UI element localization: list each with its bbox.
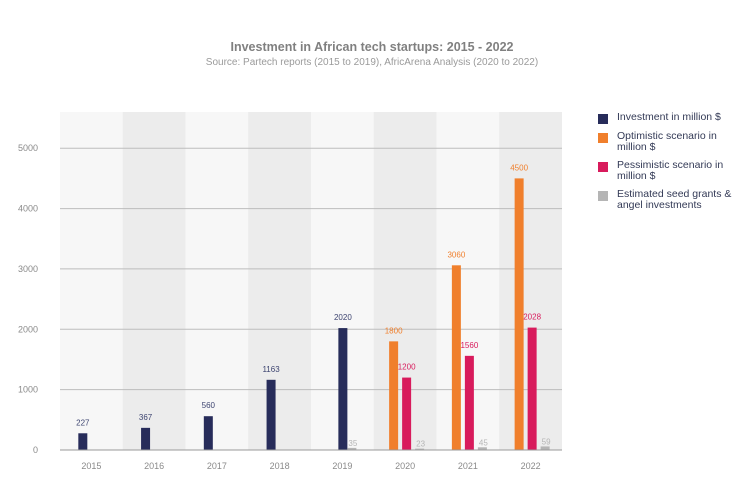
x-tick-label: 2015: [81, 461, 101, 471]
legend-swatch: [598, 114, 608, 124]
data-label: 1163: [262, 365, 280, 374]
data-label: 367: [139, 413, 153, 422]
y-tick-label: 0: [33, 445, 38, 455]
column-band: [122, 112, 186, 450]
bar-2017-series-0: [203, 416, 213, 450]
data-label: 3060: [447, 250, 465, 259]
data-label: 1560: [460, 341, 478, 350]
x-tick-label: 2022: [521, 461, 541, 471]
y-tick-label: 1000: [18, 385, 38, 395]
data-label: 45: [479, 438, 488, 447]
bar-2016-series-0: [141, 427, 151, 450]
legend-item: Estimated seed grants & angel investment…: [598, 189, 738, 211]
y-tick-label: 2000: [18, 324, 38, 334]
legend-swatch: [598, 162, 608, 172]
bar-2020-series-2: [402, 377, 412, 450]
data-label: 35: [348, 439, 357, 448]
data-label: 227: [76, 418, 90, 427]
x-tick-label: 2019: [332, 461, 352, 471]
x-tick-label: 2020: [395, 461, 415, 471]
bar-2020-series-3: [415, 448, 425, 450]
data-label: 1800: [385, 326, 403, 335]
bar-2022-series-1: [514, 178, 524, 450]
bar-2021-series-3: [477, 447, 487, 450]
bar-2022-series-2: [527, 327, 537, 450]
x-tick-label: 2018: [270, 461, 290, 471]
chart-legend: Investment in million $ Optimistic scenar…: [598, 112, 738, 218]
bar-2015-series-0: [78, 433, 88, 450]
x-tick-label: 2021: [458, 461, 478, 471]
data-label: 2020: [334, 313, 352, 322]
legend-swatch: [598, 191, 608, 201]
data-label: 4500: [510, 163, 528, 172]
bar-2022-series-3: [540, 446, 550, 450]
legend-label: Pessimistic scenario in million $: [617, 159, 724, 182]
bar-2020-series-1: [389, 341, 399, 450]
column-band: [248, 112, 311, 450]
data-label: 1200: [398, 363, 416, 372]
legend-item: Pessimistic scenario in million $: [598, 160, 738, 182]
y-tick-label: 5000: [18, 143, 38, 153]
x-tick-label: 2016: [144, 461, 164, 471]
legend-label: Investment in million $: [617, 111, 721, 123]
bar-2019-series-3: [347, 447, 357, 450]
legend-label: Optimistic scenario in million $: [617, 130, 717, 153]
bar-2019-series-0: [338, 328, 348, 450]
legend-item: Investment in million $: [598, 112, 738, 124]
data-label: 560: [202, 401, 216, 410]
data-label: 23: [416, 440, 425, 449]
x-tick-label: 2017: [207, 461, 227, 471]
data-label: 59: [542, 437, 551, 446]
data-label: 2028: [523, 313, 541, 322]
y-tick-label: 3000: [18, 264, 38, 274]
bar-2021-series-2: [464, 355, 474, 450]
legend-label: Estimated seed grants & angel investment…: [617, 188, 732, 211]
bar-2021-series-1: [451, 265, 461, 450]
y-tick-label: 4000: [18, 204, 38, 214]
bar-2018-series-0: [266, 379, 276, 450]
chart-title: Investment in African tech startups: 201…: [230, 40, 514, 54]
legend-item: Optimistic scenario in million $: [598, 131, 738, 153]
legend-swatch: [598, 133, 608, 143]
chart-subtitle: Source: Partech reports (2015 to 2019), …: [205, 57, 539, 68]
